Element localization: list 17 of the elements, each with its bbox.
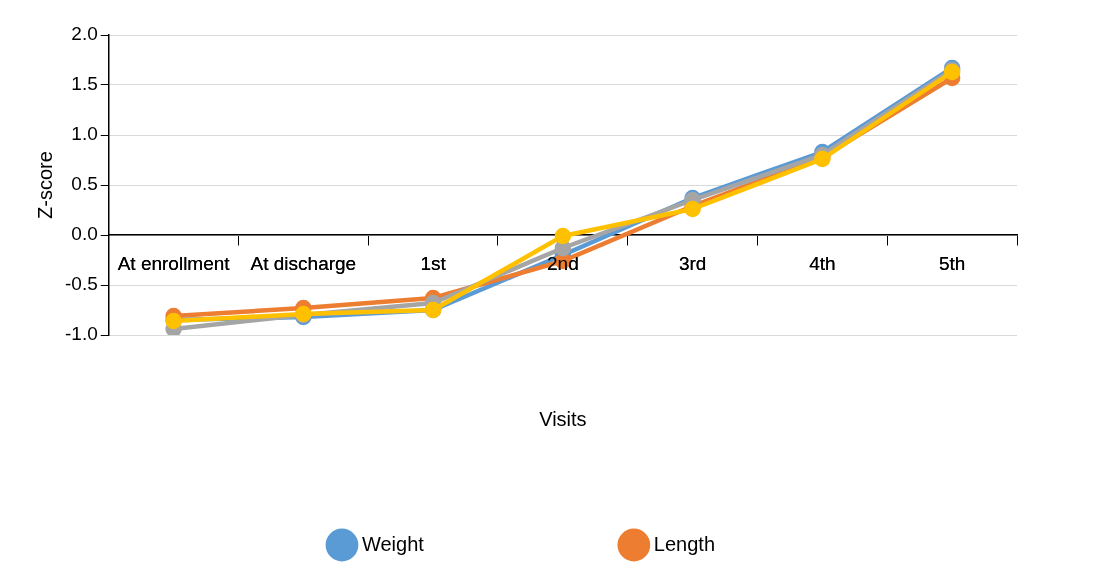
x-tick-label: 3rd: [678, 252, 707, 274]
y-tick-label: -1.0: [64, 323, 98, 345]
x-tick-label: At discharge: [250, 252, 357, 274]
y-tick-label: 0.5: [71, 173, 98, 195]
x-axis-title: Visits: [539, 408, 587, 431]
y-tick-label: 0.0: [71, 223, 98, 245]
y-tick-label: 1.0: [71, 123, 98, 145]
x-tick-label: 1st: [420, 252, 447, 274]
x-tick-label: At enrollment: [117, 252, 231, 274]
legend-label: Length: [653, 532, 716, 555]
y-tick-label: 2.0: [71, 23, 98, 45]
x-tick-label: 5th: [938, 252, 966, 274]
y-tick-label: 1.5: [71, 73, 98, 95]
y-axis-title: Z-score: [33, 151, 56, 219]
x-tick-label: 4th: [809, 252, 836, 274]
legend-label: Weight: [361, 532, 425, 555]
y-tick-label: -0.5: [64, 273, 98, 295]
